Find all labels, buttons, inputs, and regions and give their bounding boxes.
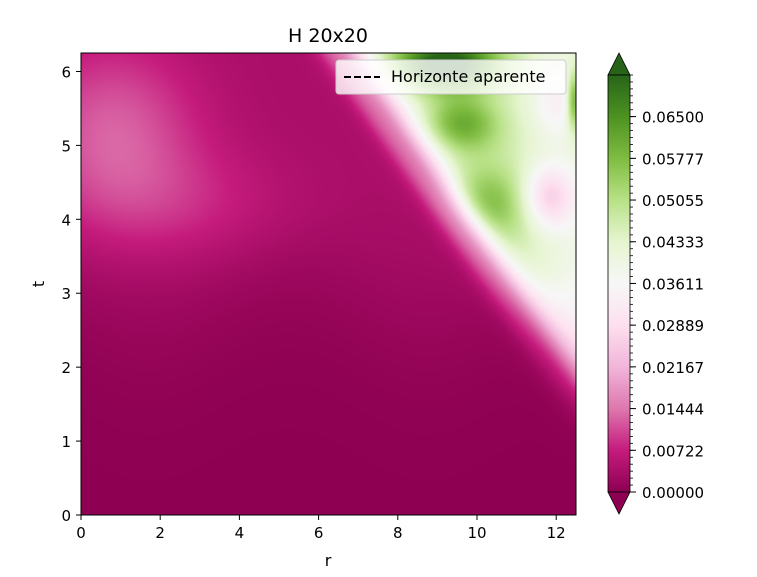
x-tick-label: 12 <box>547 524 566 542</box>
colorbar-tick-label: 0.01444 <box>642 401 704 419</box>
y-tick-label: 1 <box>61 433 71 451</box>
x-tick-label: 6 <box>314 524 324 542</box>
y-axis-label: t <box>29 281 48 287</box>
y-tick-label: 3 <box>61 285 71 303</box>
colorbar-tick-label: 0.05055 <box>642 192 704 210</box>
heatmap-image <box>81 53 576 515</box>
plot-area <box>80 52 577 516</box>
colorbar-tick-label: 0.04333 <box>642 234 704 252</box>
x-tick-label: 0 <box>76 524 86 542</box>
colorbar-extend-bottom <box>607 491 631 515</box>
y-tick-label: 0 <box>61 507 71 525</box>
y-tick-label: 4 <box>61 211 71 229</box>
legend-box <box>335 59 567 95</box>
colorbar-tick-label: 0.05777 <box>642 150 704 168</box>
x-tick-label: 8 <box>393 524 403 542</box>
colorbar-tick-label: 0.00000 <box>642 484 704 502</box>
y-tick-label: 6 <box>61 63 71 81</box>
legend[interactable]: Horizonte aparente <box>335 59 567 95</box>
x-axis-label: r <box>325 551 332 570</box>
y-tick-label: 5 <box>61 137 71 155</box>
colorbar-tick-label: 0.03611 <box>642 275 704 293</box>
colorbar-tick-label: 0.06500 <box>642 109 704 127</box>
colorbar-axis: 0.00000 0.00722 0.01444 0.02167 0.02889 0.036… <box>630 74 704 502</box>
colorbar-body <box>607 74 631 493</box>
plot-frame <box>80 52 577 516</box>
x-tick-label: 4 <box>235 524 245 542</box>
legend-entry-label: Horizonte aparente <box>391 67 545 86</box>
chart-title: H 20x20 <box>288 25 368 47</box>
x-tick-label: 2 <box>155 524 165 542</box>
x-axis: 0 2 4 6 8 10 12 <box>76 515 566 542</box>
colorbar-tick-label: 0.02889 <box>642 317 704 335</box>
colorbar-tick-label: 0.02167 <box>642 359 704 377</box>
colorbar <box>607 52 631 515</box>
y-tick-label: 2 <box>61 359 71 377</box>
y-axis: 0 1 2 3 4 5 6 <box>61 63 81 525</box>
colorbar-tick-label: 0.00722 <box>642 442 704 460</box>
colorbar-extend-top <box>607 52 631 76</box>
x-tick-label: 10 <box>467 524 486 542</box>
